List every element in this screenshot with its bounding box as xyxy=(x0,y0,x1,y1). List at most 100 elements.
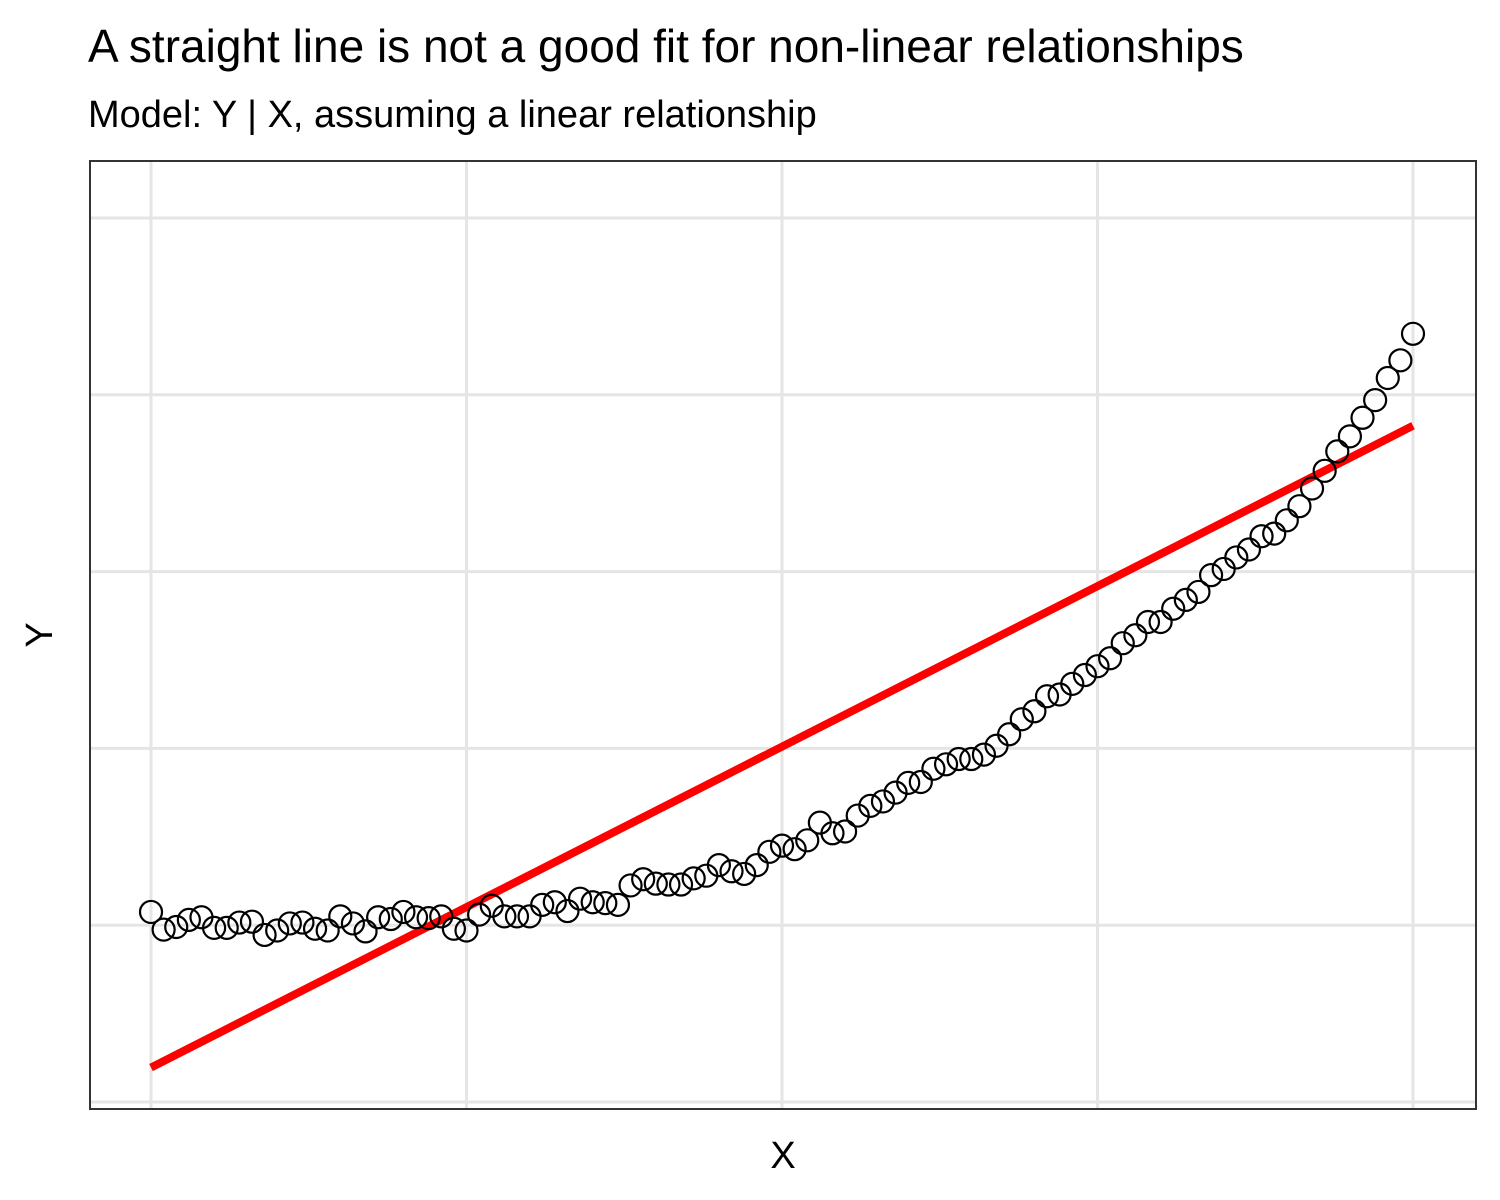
data-point xyxy=(492,904,517,929)
data-point xyxy=(1173,587,1198,612)
data-point xyxy=(1060,671,1085,696)
data-point xyxy=(971,742,997,767)
data-point xyxy=(151,917,176,942)
data-point xyxy=(567,886,593,911)
data-point xyxy=(1363,388,1388,413)
data-point xyxy=(908,769,933,795)
data-point xyxy=(138,899,164,925)
data-point xyxy=(1287,494,1312,519)
data-point xyxy=(643,871,668,896)
data-point xyxy=(441,916,466,941)
data-point xyxy=(820,821,845,846)
data-point xyxy=(252,922,277,948)
data-point xyxy=(832,819,858,844)
data-point xyxy=(555,898,580,924)
data-point xyxy=(605,892,631,917)
data-point xyxy=(858,793,883,818)
data-point xyxy=(378,906,403,932)
data-point xyxy=(1198,563,1224,588)
data-point xyxy=(593,890,618,916)
data-point xyxy=(1299,476,1325,501)
data-point xyxy=(997,722,1022,747)
data-point xyxy=(921,756,946,781)
x-axis-title: X xyxy=(770,1135,795,1177)
data-point xyxy=(580,890,605,915)
data-point xyxy=(366,905,391,930)
data-point xyxy=(1236,537,1262,562)
data-point xyxy=(1123,623,1148,648)
data-point xyxy=(631,867,656,892)
data-point xyxy=(1022,699,1047,724)
data-point xyxy=(239,909,265,934)
data-point xyxy=(1337,424,1363,449)
data-point xyxy=(504,904,530,929)
data-point xyxy=(530,892,555,917)
data-point xyxy=(302,916,328,941)
data-point xyxy=(1249,524,1274,549)
data-point xyxy=(668,872,694,897)
data-point xyxy=(1375,365,1400,391)
data-point xyxy=(164,914,189,940)
data-point xyxy=(795,828,820,853)
data-point xyxy=(1325,439,1350,464)
data-point xyxy=(946,746,971,772)
data-point xyxy=(542,890,567,915)
grid-layer xyxy=(90,161,1476,1109)
data-point xyxy=(870,789,896,814)
data-point xyxy=(1009,707,1034,732)
data-point xyxy=(454,918,479,943)
data-point xyxy=(933,752,959,777)
data-point xyxy=(391,899,416,925)
data-point xyxy=(202,915,227,940)
data-point xyxy=(782,837,807,862)
data-point xyxy=(176,907,201,932)
data-point xyxy=(1274,508,1299,533)
data-point xyxy=(1224,545,1249,570)
data-point xyxy=(467,902,492,927)
data-point xyxy=(315,918,340,943)
data-point xyxy=(214,915,239,940)
data-point xyxy=(340,911,366,936)
data-point xyxy=(1262,521,1287,546)
data-point xyxy=(719,859,744,884)
data-point xyxy=(1072,662,1097,688)
data-point xyxy=(1388,348,1413,373)
fit-line xyxy=(149,422,1415,1072)
data-point xyxy=(353,919,378,944)
data-point xyxy=(1135,609,1161,635)
data-point xyxy=(732,861,757,887)
fit-line-layer xyxy=(149,422,1415,1072)
data-point xyxy=(1186,579,1211,605)
data-point xyxy=(1312,458,1337,483)
panel-border xyxy=(89,160,1477,1110)
data-point xyxy=(618,873,643,898)
points-layer xyxy=(138,321,1426,948)
data-point xyxy=(744,852,769,878)
data-point xyxy=(757,839,782,864)
data-point xyxy=(706,852,732,878)
data-point xyxy=(896,770,921,795)
data-point xyxy=(959,746,984,772)
data-point xyxy=(1098,646,1123,671)
data-point xyxy=(1400,321,1426,346)
data-point xyxy=(1211,556,1236,582)
data-point xyxy=(1085,654,1110,679)
data-point xyxy=(328,904,353,929)
data-point xyxy=(883,780,908,805)
data-point xyxy=(845,803,870,828)
data-point xyxy=(681,866,706,891)
chart-title: A straight line is not a good fit for no… xyxy=(88,20,1244,72)
data-point xyxy=(416,906,441,931)
data-point xyxy=(429,904,454,929)
data-point xyxy=(1034,684,1060,709)
data-point xyxy=(1148,609,1173,635)
data-point xyxy=(265,918,290,943)
data-point xyxy=(277,911,302,936)
data-point xyxy=(290,910,315,935)
y-axis-title: Y xyxy=(19,622,61,647)
data-point xyxy=(769,833,795,858)
data-point xyxy=(1350,405,1375,430)
data-point xyxy=(656,872,681,897)
data-point xyxy=(1110,631,1135,656)
